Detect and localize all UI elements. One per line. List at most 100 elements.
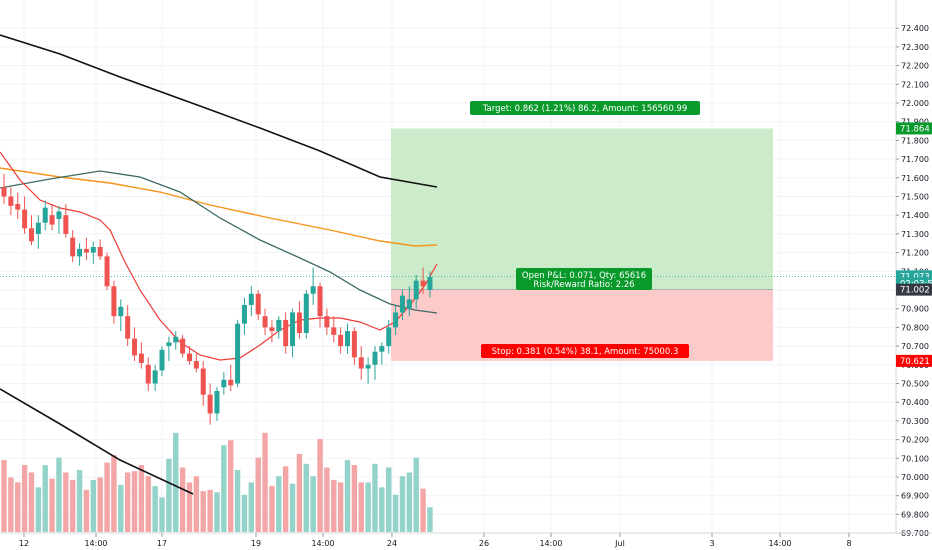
candle-body (200, 368, 206, 395)
candle-body (406, 299, 412, 309)
volume-bar (344, 460, 351, 532)
volume-bar (248, 482, 255, 532)
volume-bar (310, 476, 316, 532)
candle-body (35, 222, 41, 234)
candle-body (338, 334, 344, 347)
volume-bar (76, 470, 83, 532)
candle-body (310, 286, 316, 294)
candle-body (125, 316, 131, 339)
candle-body (145, 364, 151, 384)
price-tag-label: 70.621 (900, 357, 930, 367)
volume-bar (111, 455, 117, 532)
candle-body (90, 246, 96, 253)
target-label-bg (470, 101, 700, 115)
candle-body (241, 304, 247, 324)
candle-body (15, 203, 21, 210)
price-tick-label: 70.100 (901, 454, 929, 463)
price-tag-label: 71.864 (900, 124, 930, 134)
volume-bar (406, 472, 413, 532)
price-tick-label: 71.900 (901, 118, 929, 127)
volume-bar (83, 489, 90, 532)
time-axis-bg (0, 533, 896, 550)
candle-body (345, 331, 350, 347)
price-tick-label: 70.500 (901, 380, 929, 389)
time-tick-label: 14:00 (311, 539, 334, 548)
candle-body (8, 196, 14, 206)
volume-bar (166, 458, 172, 532)
volume-bar (365, 482, 371, 532)
candle-body (214, 390, 220, 414)
volume-bar (214, 492, 220, 532)
long-position-tool[interactable] (0, 128, 896, 361)
stop-label-text: Stop: 0.381 (0.54%) 38.1, Amount: 75000.… (492, 347, 679, 357)
volume-bar (262, 432, 268, 532)
time-tick-label: 26 (479, 539, 489, 548)
candle-body (207, 394, 213, 414)
time-tick-label: 12 (19, 539, 29, 548)
candle-body (70, 237, 76, 257)
time-axis[interactable]: 12 14:00 17 19 14:00 24 26 14:00 Jul 3 14:00 8 (0, 532, 932, 550)
price-tick-label: 70.400 (901, 398, 929, 407)
candle-body (221, 379, 227, 388)
price-tick-label: 71.800 (901, 136, 929, 145)
volume-bar (420, 488, 426, 532)
candle-body (193, 361, 199, 369)
candle-body (379, 346, 385, 352)
price-tick-label: 69.700 (901, 529, 929, 538)
black-trend-line-top (0, 34, 438, 188)
volume-bar (427, 507, 433, 532)
volume-bar (145, 476, 151, 532)
volume-bar (386, 467, 392, 532)
price-tick-label: 72.200 (901, 62, 929, 71)
price-tick-label: 71.700 (901, 155, 929, 164)
volume-bar (193, 476, 200, 532)
candle-body (83, 248, 89, 253)
volume-bar (282, 466, 289, 532)
price-tick-label: 70.700 (901, 342, 929, 351)
volume-bar (331, 479, 337, 532)
time-tick-label: 14:00 (768, 539, 791, 548)
candle-body (49, 215, 55, 225)
volume-bar (413, 457, 419, 532)
candle-body (372, 351, 378, 365)
volume-bar (337, 482, 344, 532)
price-tick-label: 69.800 (901, 510, 929, 519)
stop-label-bg (481, 344, 689, 358)
candle-body (331, 327, 337, 335)
price-tick-label: 72.100 (901, 80, 929, 89)
volume-bar (207, 489, 213, 532)
volume-bar (179, 467, 186, 532)
volume-bar (317, 439, 323, 532)
candle-body (255, 293, 261, 315)
time-tick-label: 3 (709, 539, 714, 548)
price-axis[interactable]: 72.40072.30072.20072.10072.00071.90071.8… (895, 0, 932, 550)
candle-body (296, 312, 302, 334)
price-tick-label: 70.200 (901, 436, 929, 445)
candle-body (276, 319, 282, 332)
price-tick-label: 70.000 (901, 473, 929, 482)
volume-bar (303, 463, 309, 532)
target-label: Target: 0.862 (1.21%) 86.2, Amount: 1565… (470, 101, 700, 115)
volume-bar (255, 457, 261, 532)
volume-bar (221, 445, 227, 532)
price-tag (896, 283, 932, 296)
volume-bar (49, 478, 55, 532)
volume-bar (21, 465, 28, 532)
candle-body (97, 246, 103, 257)
candle-body (118, 306, 124, 317)
candle-body (262, 316, 268, 328)
candle-body (420, 280, 426, 287)
volume-bar (63, 472, 69, 532)
volume-bar (118, 484, 124, 532)
price-tick-label: 70.300 (901, 417, 929, 426)
candle-body (351, 331, 357, 358)
candle-body (42, 207, 48, 223)
candle-body (138, 353, 144, 363)
volume-bar (358, 482, 364, 532)
volume-bar (379, 487, 385, 532)
price-tag-label: 71.073 (900, 272, 930, 282)
candle-body (235, 323, 241, 384)
candlesticks (1, 174, 433, 425)
volume-bar (186, 482, 193, 532)
